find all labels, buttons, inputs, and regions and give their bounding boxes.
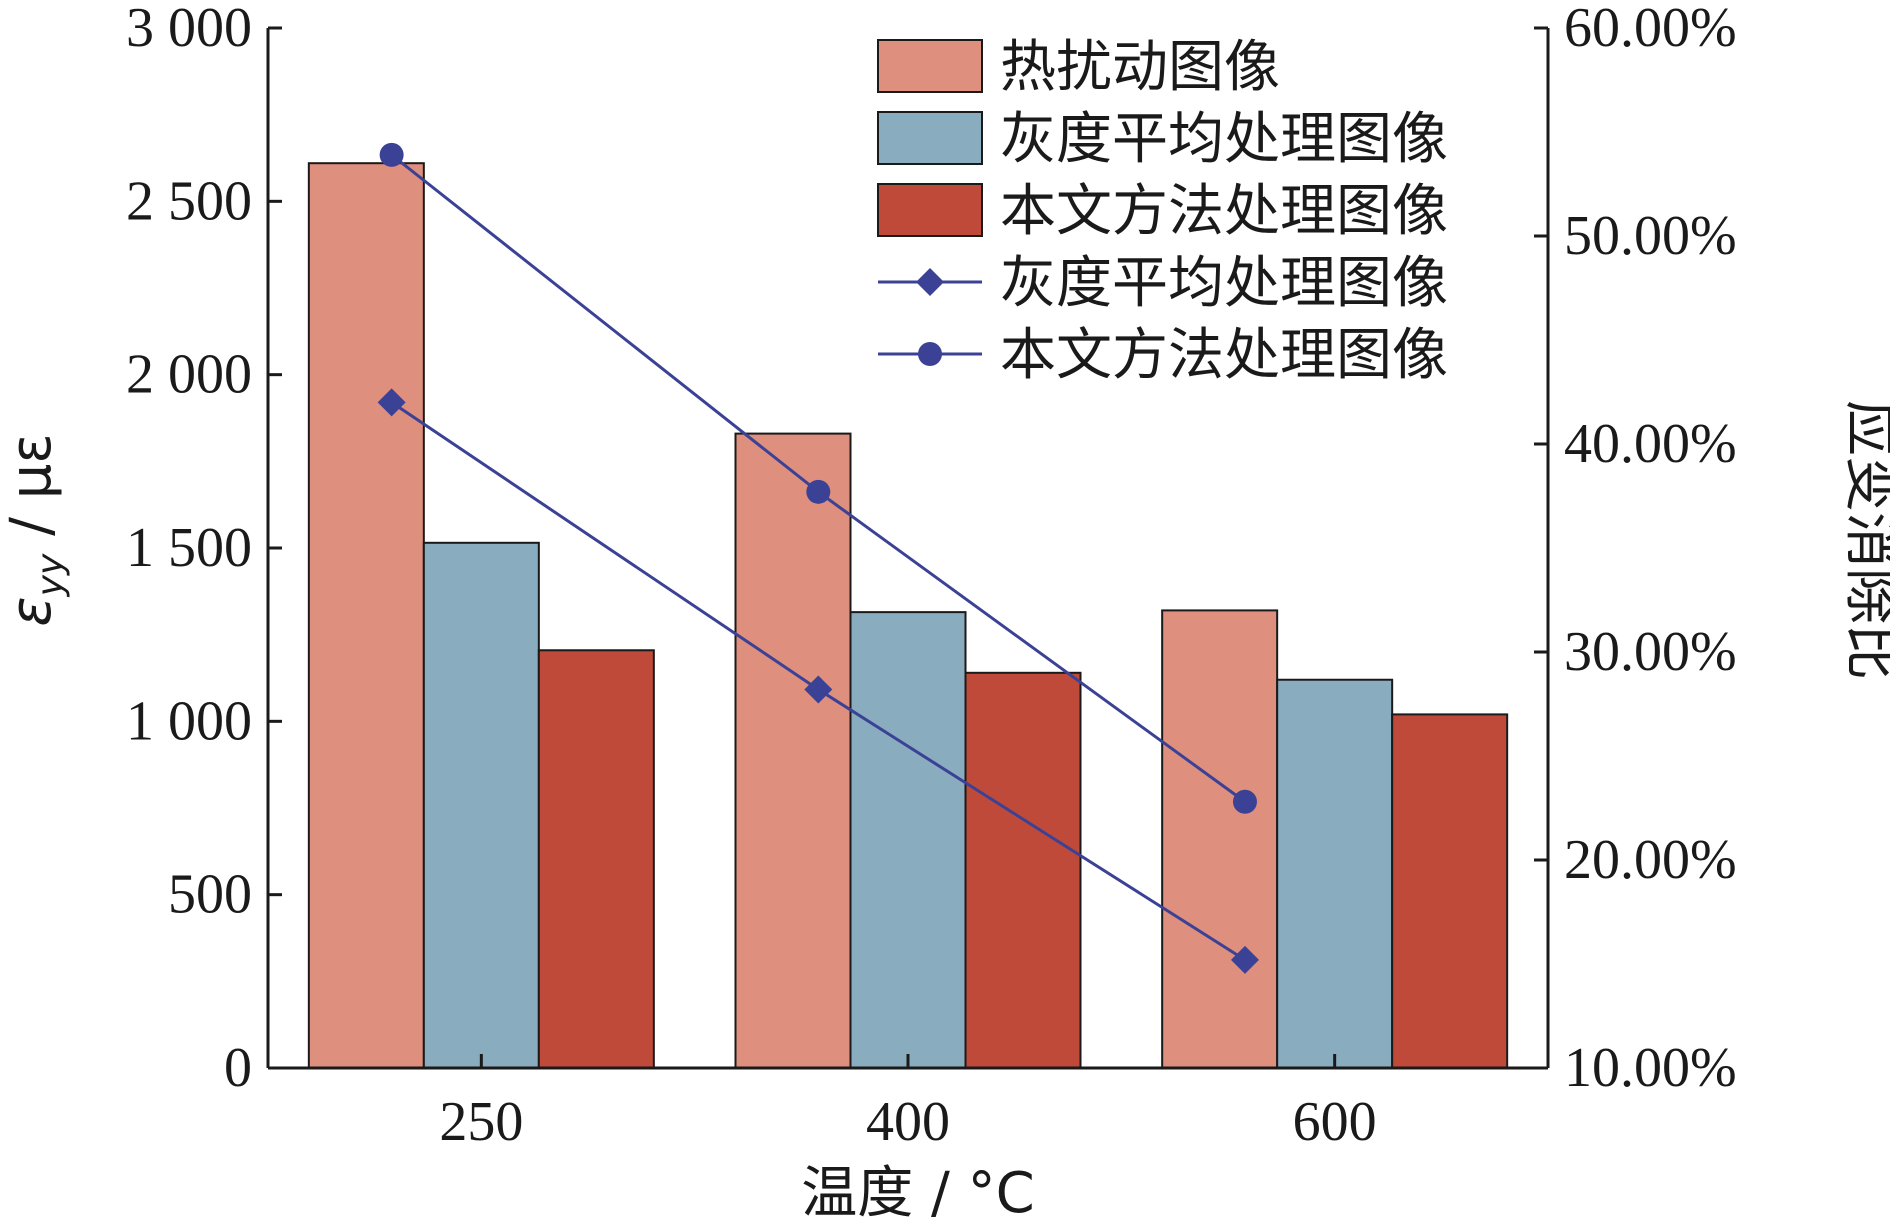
y-tick-label-1000: 1 000: [126, 690, 252, 752]
bar-2-250: [422, 541, 540, 1069]
bars-layer: [307, 162, 1509, 1070]
y-tick-label-2500: 2 500: [126, 170, 252, 232]
y-axis-subscript: yy: [30, 553, 71, 597]
line-1-point-250: [377, 388, 406, 417]
legend-swatch-bar-3: [877, 183, 983, 237]
y2-tick-label-50: 50.00%: [1564, 205, 1737, 267]
y2-tick-label-60: 60.00%: [1564, 0, 1737, 59]
y2-tick-label-40: 40.00%: [1564, 413, 1737, 475]
y2-axis-label: 应变消除比: [1838, 400, 1890, 680]
legend-label-bar-2: 灰度平均处理图像: [1000, 107, 1448, 172]
x-tick-label-600: 600: [1293, 1091, 1377, 1153]
legend-swatch-bar-2: [877, 111, 983, 165]
bar-3-250: [537, 649, 655, 1069]
line-1-point-400: [804, 675, 833, 704]
y-axis-symbol: ε: [0, 596, 64, 626]
ticks-layer: 0 500 1 000 1 500 2 000 2 500 3 000 10.00% 20.00…: [126, 0, 1737, 1153]
bar-1-400: [734, 432, 852, 1070]
y2-tick-label-30: 30.00%: [1564, 621, 1737, 683]
x-tick-label-250: 250: [439, 1091, 523, 1153]
bar-3-400: [964, 671, 1082, 1069]
bar-3-600: [1391, 713, 1509, 1070]
x-axis-label: 温度 / °C: [801, 1161, 1035, 1224]
legend-marker-line-2: [918, 342, 942, 366]
x-tick-label-400: 400: [866, 1091, 950, 1153]
bar-2-600: [1276, 678, 1394, 1069]
y-tick-label-1500: 1 500: [126, 517, 252, 579]
y-axis-label: εyy / με: [0, 433, 71, 626]
bar-1-600: [1161, 609, 1279, 1070]
legend-label-line-1: 灰度平均处理图像: [1000, 251, 1448, 316]
legend-swatch-bar-1: [877, 39, 983, 93]
bar-1-250: [307, 162, 425, 1069]
bar-2-400: [849, 611, 967, 1070]
y2-tick-label-20: 20.00%: [1564, 829, 1737, 891]
y-tick-label-3000: 3 000: [126, 0, 252, 59]
legend-label-bar-1: 热扰动图像: [1000, 35, 1280, 100]
line-1-point-600: [1230, 945, 1259, 974]
legend-marker-line-1: [916, 268, 944, 296]
y-tick-label-0: 0: [224, 1037, 252, 1099]
y2-tick-label-10: 10.00%: [1564, 1037, 1737, 1099]
legend-label-bar-3: 本文方法处理图像: [1000, 179, 1448, 244]
line-2-point-600: [1232, 789, 1257, 814]
y-tick-label-2000: 2 000: [126, 344, 252, 406]
y-axis-unit: / με: [0, 433, 64, 553]
legend-label-line-2: 本文方法处理图像: [1000, 323, 1448, 388]
y-tick-label-500: 500: [168, 864, 252, 926]
lines-layer: [377, 142, 1259, 974]
line-2-point-400: [806, 479, 831, 504]
line-2-point-250: [379, 142, 404, 167]
